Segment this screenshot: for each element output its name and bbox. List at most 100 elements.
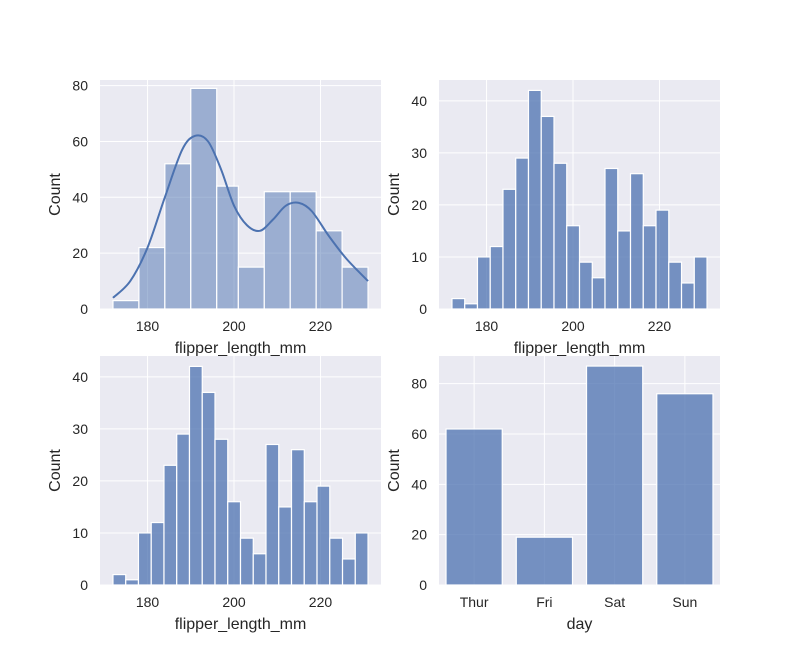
y-tick-label: 20 [72,473,88,489]
histogram-bar [591,277,606,310]
y-tick-label: 30 [411,145,427,161]
histogram-bar [316,485,331,586]
x-tick-label: Sun [672,594,697,610]
histogram-bar [278,506,293,586]
y-tick-label: 20 [411,527,427,543]
histogram-bar [303,501,318,586]
subplot-4: 0 20 40 60 80 Thur Fri Sat Sun day Count [386,356,720,633]
x-axis-label: flipper_length_mm [175,616,307,633]
histogram-bar [527,89,542,310]
y-axis-label: Count [47,449,64,492]
y-tick-label: 10 [72,525,88,541]
x-tick-label: 200 [222,594,246,610]
histogram-bar [617,230,632,310]
x-tick-label: Fri [536,594,552,610]
histogram-bar [112,300,140,310]
x-tick-label: Thur [460,594,489,610]
histogram-bar [515,157,530,310]
x-tick-label: 180 [475,318,499,334]
y-axis-label: Count [386,449,403,492]
y-tick-label: 0 [80,577,88,593]
histogram-bar [289,191,317,310]
histogram-bar [329,537,344,586]
histogram-bar [629,173,644,310]
y-tick-label: 40 [411,93,427,109]
histogram-bar [489,245,504,310]
kde-line [112,134,369,299]
y-axis-label: Count [386,173,403,216]
histogram-bar [163,464,178,586]
histogram-bar [464,303,479,310]
histogram-bar [201,391,216,586]
histogram-bar [680,282,695,310]
histogram-bar [216,185,239,310]
histogram-bar [566,225,581,310]
histogram-bar [290,449,305,586]
histogram-bar [476,256,491,310]
x-tick-label: Sat [604,594,625,610]
histogram-bar [188,365,203,586]
histogram-bar [112,573,127,586]
y-tick-label: 60 [72,133,88,149]
histogram-bar [354,532,369,586]
x-tick-label: 180 [136,318,160,334]
x-tick-label: 220 [309,594,333,610]
histogram-bar [668,261,683,310]
histogram-bar [604,167,619,310]
x-tick-label: 200 [561,318,585,334]
histogram-bar [315,230,343,310]
y-tick-label: 30 [72,421,88,437]
y-tick-label: 80 [72,78,88,94]
histogram-bar [164,163,192,310]
histogram-bar [214,438,229,586]
histogram-bar [227,501,242,586]
y-tick-label: 80 [411,376,427,392]
count-bar [515,536,574,586]
count-bar [445,428,503,586]
histogram-bar [190,87,218,310]
y-tick-label: 20 [411,197,427,213]
y-tick-label: 10 [411,249,427,265]
histogram-bar [540,115,555,310]
y-tick-label: 40 [411,476,427,492]
histogram-bar [642,225,657,310]
histogram-bar [176,433,191,586]
histogram-bar [263,191,291,310]
histogram-bar [578,261,593,310]
histogram-bar [125,579,140,586]
count-bar [656,393,714,586]
y-tick-label: 60 [411,426,427,442]
histogram-bar [252,553,267,586]
x-axis-label: flipper_length_mm [175,340,307,357]
x-tick-label: 220 [309,318,333,334]
histogram-bar [265,443,280,586]
histogram-bar [237,266,265,310]
histogram-bar [150,521,165,586]
histogram-bar [693,256,708,310]
count-bar [585,365,644,586]
x-axis-label: day [567,616,593,633]
x-tick-label: 200 [222,318,246,334]
histogram-bar [502,188,517,310]
histogram-bar [341,266,369,310]
x-tick-label: 220 [648,318,672,334]
x-tick-label: 180 [136,594,160,610]
y-tick-label: 40 [72,189,88,205]
histogram-bar [553,162,568,310]
y-tick-label: 0 [80,301,88,317]
histogram-bar [239,537,254,586]
y-axis-label: Count [47,173,64,216]
histogram-bar [137,532,152,586]
y-tick-label: 40 [72,369,88,385]
y-tick-label: 0 [419,577,427,593]
x-axis-label: flipper_length_mm [514,340,646,357]
histogram-bar [451,297,466,310]
y-tick-label: 0 [419,301,427,317]
histogram-bar [655,209,670,310]
histogram-bar [341,558,356,586]
y-tick-label: 20 [72,245,88,261]
